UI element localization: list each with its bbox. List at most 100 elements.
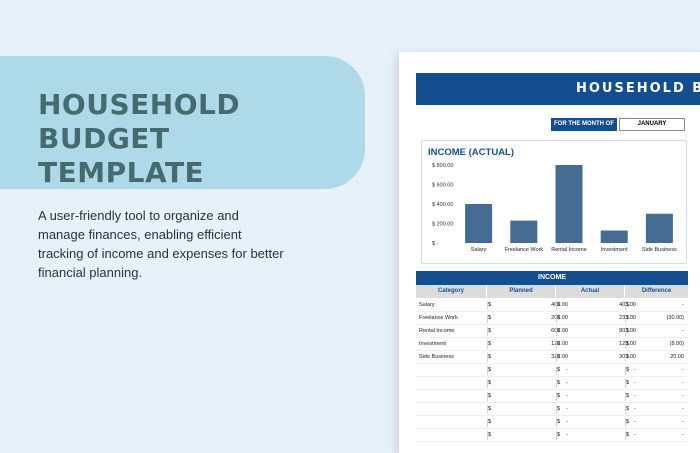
- column-separator: [625, 353, 626, 362]
- currency-symbol: $: [626, 302, 630, 308]
- column-separator: [625, 405, 626, 414]
- column-separator: [487, 327, 488, 336]
- table-row: Investment $120.00 $128.00 $ (8.00): [416, 338, 688, 351]
- currency-symbol: $: [626, 328, 630, 334]
- column-separator: [487, 392, 488, 401]
- row-planned: 400.00: [551, 302, 568, 308]
- column-separator: [487, 353, 488, 362]
- row-divider: [416, 337, 688, 338]
- row-difference: -: [682, 419, 684, 425]
- currency-symbol: $: [626, 354, 630, 360]
- headline-line-1: HOUSEHOLD BUDGET: [38, 88, 241, 155]
- table-row: $ - $ - $ -: [416, 403, 688, 416]
- currency-symbol: $: [626, 380, 630, 386]
- table-row: Freelance Work $200.00 $230.00 $ (30.00): [416, 312, 688, 325]
- column-separator: [556, 314, 557, 323]
- income-chart-plot: $ - $ 200.00 $ 400.00 $ 600.00 $ 800.00 Salar…: [432, 163, 677, 253]
- x-category-label: Side Business: [642, 247, 677, 253]
- chart-bar: [645, 213, 673, 243]
- row-divider: [416, 402, 688, 403]
- column-separator: [487, 314, 488, 323]
- chart-bar: [465, 204, 493, 243]
- month-value: JANUARY: [619, 118, 685, 131]
- currency-symbol: $: [557, 302, 561, 308]
- row-actual: -: [634, 393, 636, 399]
- row-actual: -: [634, 406, 636, 412]
- chart-bar: [600, 230, 628, 243]
- column-separator: [625, 301, 626, 310]
- x-category-label: Investment: [601, 247, 628, 253]
- y-tick-label: $ 600.00: [432, 183, 453, 189]
- column-separator: [487, 379, 488, 388]
- y-tick-label: $ 200.00: [432, 222, 453, 228]
- row-category: Investment: [419, 341, 446, 347]
- column-separator: [556, 379, 557, 388]
- column-separator: [556, 431, 557, 440]
- column-separator: [556, 405, 557, 414]
- x-category-label: Freelance Work: [504, 247, 543, 253]
- table-row: $ - $ - $ -: [416, 390, 688, 403]
- row-difference: -: [682, 406, 684, 412]
- currency-symbol: $: [557, 315, 561, 321]
- row-divider: [416, 311, 688, 312]
- column-separator: [625, 392, 626, 401]
- income-table-title: INCOME: [416, 271, 688, 285]
- row-planned: 600.00: [551, 328, 568, 334]
- currency-symbol: $: [557, 380, 561, 386]
- row-category: Rental Income: [419, 328, 455, 334]
- row-divider: [416, 415, 688, 416]
- y-tick-label: $ 400.00: [432, 202, 453, 208]
- row-difference: -: [682, 328, 684, 334]
- income-chart: INCOME (ACTUAL) $ - $ 200.00 $ 400.00 $ 600…: [421, 140, 687, 264]
- row-difference: -: [682, 432, 684, 438]
- currency-symbol: $: [488, 315, 492, 321]
- row-divider: [416, 350, 688, 351]
- table-row: $ - $ - $ -: [416, 429, 688, 442]
- table-row: Rental Income $600.00 $800.00 $ -: [416, 325, 688, 338]
- column-separator: [625, 418, 626, 427]
- column-separator: [556, 366, 557, 375]
- currency-symbol: $: [626, 419, 630, 425]
- column-separator: [625, 366, 626, 375]
- row-divider: [416, 376, 688, 377]
- column-header: Actual: [556, 285, 624, 298]
- row-divider: [416, 389, 688, 390]
- column-separator: [556, 340, 557, 349]
- currency-symbol: $: [557, 328, 561, 334]
- chart-bar: [555, 165, 583, 243]
- row-actual: 400.00: [619, 302, 636, 308]
- row-divider: [416, 324, 688, 325]
- currency-symbol: $: [488, 406, 492, 412]
- column-separator: [625, 379, 626, 388]
- sheet-title: HOUSEHOLD BUDG: [576, 81, 700, 96]
- chart-bar: [510, 220, 538, 243]
- currency-symbol: $: [488, 341, 492, 347]
- currency-symbol: $: [557, 393, 561, 399]
- headline-line-2: TEMPLATE: [38, 156, 205, 189]
- currency-symbol: $: [626, 367, 630, 373]
- row-difference: (8.00): [669, 341, 684, 347]
- table-row: $ - $ - $ -: [416, 377, 688, 390]
- row-actual: -: [634, 419, 636, 425]
- currency-symbol: $: [557, 406, 561, 412]
- column-separator: [556, 392, 557, 401]
- sheet-title-bar: HOUSEHOLD BUDG: [416, 73, 700, 105]
- x-category-label: Rental Income: [551, 247, 586, 253]
- row-actual: -: [634, 432, 636, 438]
- currency-symbol: $: [626, 341, 630, 347]
- currency-symbol: $: [488, 393, 492, 399]
- column-separator: [556, 327, 557, 336]
- column-separator: [625, 340, 626, 349]
- row-category: Salary: [419, 302, 435, 308]
- budget-sheet-preview: HOUSEHOLD BUDG FOR THE MONTH OF JANUARY …: [399, 52, 700, 453]
- y-tick-label: $ -: [432, 241, 439, 247]
- row-planned: 320.00: [551, 354, 568, 360]
- row-planned: 200.00: [551, 315, 568, 321]
- row-actual: -: [634, 380, 636, 386]
- column-separator: [487, 366, 488, 375]
- table-row: Salary $400.00 $400.00 $ -: [416, 299, 688, 312]
- row-planned: -: [566, 393, 568, 399]
- column-separator: [487, 431, 488, 440]
- currency-symbol: $: [488, 380, 492, 386]
- currency-symbol: $: [557, 419, 561, 425]
